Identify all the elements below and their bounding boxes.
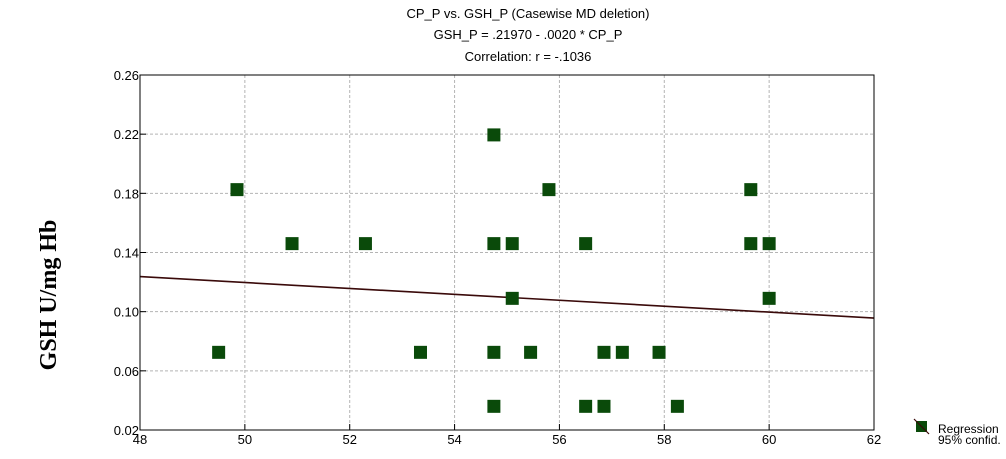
y-tick-label: 0.26 [114,68,139,83]
data-point [487,128,501,142]
y-tick-label: 0.02 [114,423,139,438]
y-axis-label: GSH U/mg Hb [36,220,62,371]
grid-lines [140,75,874,430]
legend: Regression 95% confid. [913,418,1001,447]
x-tick-label: 60 [762,432,776,447]
x-tick-label: 48 [133,432,147,447]
data-point [652,345,666,359]
data-point [597,399,611,413]
data-point [744,237,758,251]
data-point [615,345,629,359]
data-point [762,237,776,251]
data-point [579,237,593,251]
data-point [358,237,372,251]
data-point [505,237,519,251]
data-points [212,128,776,413]
data-point [487,345,501,359]
x-axis-ticks: 48 50 52 54 56 58 60 62 [133,424,881,447]
chart-title-line-3: Correlation: r = -.1036 [465,49,592,64]
data-point [762,291,776,305]
y-tick-label: 0.10 [114,305,139,320]
data-point [212,345,226,359]
data-point [230,183,244,197]
y-tick-label: 0.06 [114,364,139,379]
legend-item-confidence: 95% confid. [938,433,1001,447]
data-point [524,345,538,359]
x-tick-label: 50 [238,432,252,447]
data-point [542,183,556,197]
x-tick-label: 54 [447,432,461,447]
x-tick-label: 58 [657,432,671,447]
data-point [597,345,611,359]
y-tick-label: 0.14 [114,246,139,261]
data-point [413,345,427,359]
data-point [285,237,299,251]
x-tick-label: 56 [552,432,566,447]
data-point [505,291,519,305]
y-axis-ticks: 0.02 0.06 0.10 0.14 0.18 0.22 0.26 [114,68,146,438]
data-point [670,399,684,413]
chart-title-line-2: GSH_P = .21970 - .0020 * CP_P [434,27,623,42]
legend-regression-line [913,418,930,435]
data-point [487,399,501,413]
chart-title-line-1: CP_P vs. GSH_P (Casewise MD deletion) [406,6,649,21]
legend-item-regression: Regression [938,422,999,436]
y-tick-label: 0.22 [114,127,139,142]
data-point [487,237,501,251]
x-tick-label: 52 [342,432,356,447]
y-tick-label: 0.18 [114,186,139,201]
data-point [579,399,593,413]
x-tick-label: 62 [867,432,881,447]
chart-title: CP_P vs. GSH_P (Casewise MD deletion) GS… [406,6,649,64]
data-point [744,183,758,197]
